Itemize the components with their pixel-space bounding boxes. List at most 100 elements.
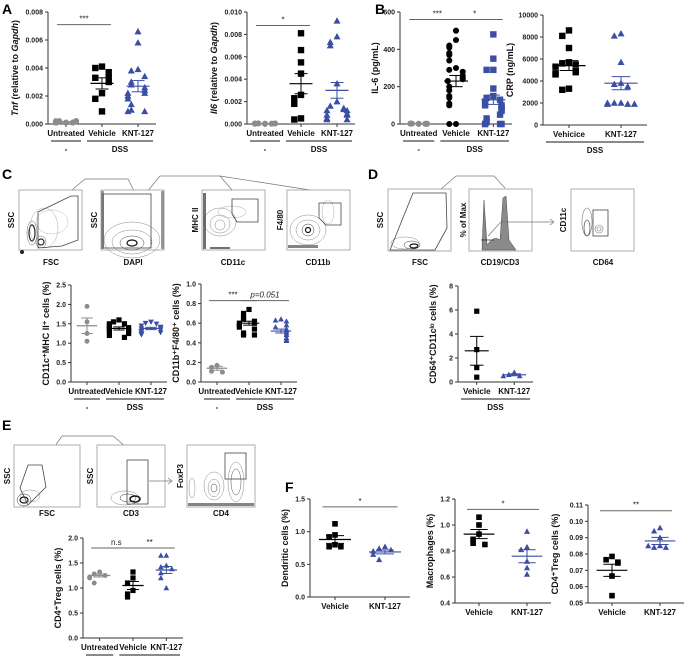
group-label: DSS — [257, 403, 274, 412]
x-tick-label: Untreated — [68, 387, 105, 396]
significance-label: ** — [147, 538, 153, 547]
significance-label: * — [281, 15, 284, 24]
significance-label: * — [358, 497, 361, 506]
data-point — [326, 102, 334, 109]
data-point — [240, 332, 247, 338]
data-point — [482, 541, 488, 548]
data-point — [523, 528, 531, 534]
y-tick-label: 2.0 — [56, 302, 66, 309]
data-point — [332, 521, 338, 527]
data-point — [92, 74, 99, 81]
x-tick-label: KNT-127 — [135, 387, 168, 396]
y-tick-label: 0.002 — [25, 94, 43, 101]
group-label: - — [86, 403, 89, 412]
group-label: - — [264, 145, 267, 154]
panel-label-b: B — [375, 1, 385, 17]
y-tick-label: 0.08 — [569, 552, 583, 559]
data-point — [446, 44, 453, 51]
facs-plot-c4: CD11b F4/80 — [276, 189, 351, 267]
group-label: DSS — [112, 145, 129, 154]
data-point — [490, 66, 497, 74]
data-point — [124, 594, 131, 600]
data-point — [452, 120, 460, 128]
significance-label: *** — [228, 291, 237, 300]
data-point — [446, 87, 453, 94]
y-tick-label: 0.05 — [569, 601, 583, 608]
data-point — [291, 95, 298, 102]
y-tick-label: 600 — [383, 10, 395, 17]
x-tick-label: KNT-127 — [150, 643, 183, 652]
panel-label-c: C — [2, 166, 12, 182]
data-point — [130, 575, 136, 581]
data-point — [98, 90, 106, 97]
data-point — [470, 536, 476, 543]
data-point — [609, 592, 615, 599]
gate-connector — [219, 175, 233, 191]
y-tick-label: 0.5 — [295, 562, 305, 569]
x-tick-label: Untreated — [198, 387, 235, 396]
data-point — [470, 540, 476, 546]
facs-plot-d1: FSC SSC — [376, 188, 452, 267]
data-point — [138, 332, 145, 338]
data-point — [498, 107, 505, 115]
y-tick-label: 1.2 — [440, 497, 450, 504]
data-point — [73, 118, 80, 125]
x-tick-label: Vehicle — [463, 387, 491, 396]
data-point — [333, 17, 341, 24]
chart-dendritic: 0.0 0.5 1.0 1.5 Dendritic cells (%) Vehicle KN… — [280, 497, 410, 611]
significance-label: ** — [633, 501, 639, 510]
chart-cd64-cd11c: 0 2 4 6 8 CD64⁺CD11cˡᵒ cells (%) Vehicle KNT-12… — [428, 284, 533, 412]
data-point — [481, 120, 489, 128]
data-point — [297, 46, 305, 54]
data-point — [326, 41, 334, 49]
y-tick-label: 0.0 — [295, 595, 305, 602]
y-tick-label: 0.000 — [224, 122, 242, 129]
data-point — [134, 39, 142, 46]
data-point — [474, 308, 480, 314]
y-label-text: (relative to — [10, 51, 20, 102]
data-point — [343, 106, 351, 114]
y-axis-label: CRP (ng/mL) — [505, 43, 515, 97]
data-point — [158, 575, 164, 581]
data-point — [370, 551, 377, 557]
data-point — [610, 80, 618, 88]
axis-label: CD64 — [593, 258, 614, 267]
y-tick-label: 2 — [449, 356, 453, 363]
y-label-text: ) — [10, 20, 20, 23]
y-tick-label: 0.6 — [186, 321, 196, 328]
y-tick-label: 10000 — [519, 13, 539, 20]
data-point — [126, 330, 132, 337]
chart-tnf: 0.000 0.002 0.004 0.006 0.008 Tnf (relative t… — [10, 10, 156, 154]
y-tick-label: 0.8 — [440, 549, 450, 556]
data-point — [163, 552, 170, 558]
data-point — [278, 316, 284, 322]
data-point — [333, 32, 341, 40]
data-point — [246, 306, 252, 313]
y-tick-label: 0.5 — [68, 611, 78, 618]
data-point — [272, 317, 279, 323]
data-point — [84, 303, 90, 309]
data-point — [630, 100, 638, 107]
data-point — [130, 569, 136, 575]
y-tick-label: 0 — [391, 122, 395, 129]
y-axis-label: CD11b⁺F4/80⁺ cells (%) — [171, 283, 181, 383]
y-axis-label: Dendritic cells (%) — [280, 509, 290, 587]
data-point — [645, 542, 652, 549]
x-tick-label: KNT-127 — [321, 129, 354, 138]
y-axis-label: CD4⁺Treg cells (%) — [550, 514, 560, 595]
y-tick-label: 200 — [383, 84, 395, 91]
data-point — [163, 585, 170, 591]
chart-cd4-treg-f: 0.05 0.06 0.07 0.08 0.09 0.10 0.11 CD4⁺Treg cel… — [550, 501, 684, 617]
y-tick-label: 0.0 — [68, 636, 78, 643]
data-point — [651, 544, 658, 550]
data-point — [326, 534, 332, 540]
data-point — [446, 57, 453, 64]
y-tick-label: 1.0 — [440, 523, 450, 530]
data-point — [476, 514, 482, 520]
x-tick-label: KNT-127 — [265, 387, 298, 396]
y-axis-label: Il6 (relative to Gapdh) — [209, 22, 219, 114]
x-tick-label: Untreated — [47, 129, 84, 138]
y-tick-label: 1.0 — [56, 341, 66, 348]
data-point — [240, 316, 247, 322]
